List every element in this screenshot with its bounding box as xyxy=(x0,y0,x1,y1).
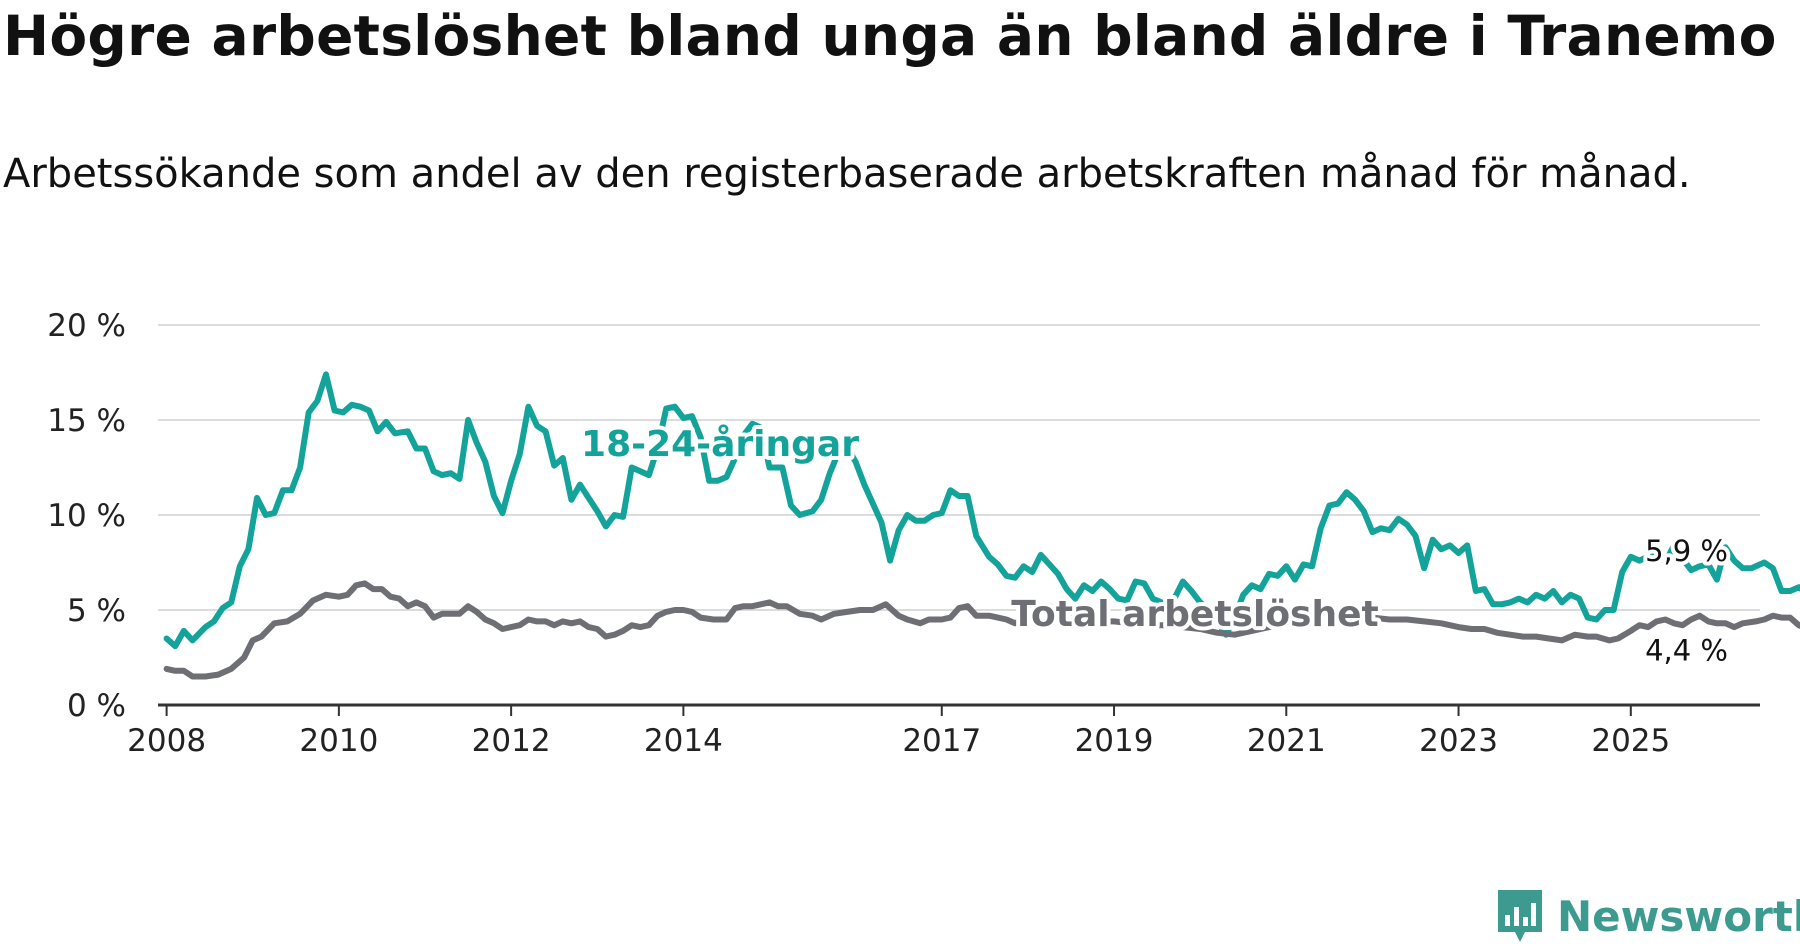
newsworthy-brand[interactable]: Newsworthy xyxy=(1495,886,1800,946)
chart-axes: 0 % 5 % 10 % 15 % 20 % 2008 2010 2012 2014 2017 20… xyxy=(47,308,1760,759)
y-tick-label: 15 % xyxy=(47,403,126,439)
brand-name: Newsworthy xyxy=(1557,891,1800,941)
x-tick-label: 2025 xyxy=(1591,723,1670,759)
grid-lines xyxy=(158,324,1760,611)
chart-series xyxy=(163,371,1800,680)
line-chart: 0 % 5 % 10 % 15 % 20 % 2008 2010 2012 2014 2017 20… xyxy=(47,308,1800,759)
y-tick-label: 5 % xyxy=(67,593,126,629)
chart-subtitle: Arbetssökande som andel av den registerb… xyxy=(3,151,1691,197)
chart-title: Högre arbetslöshet bland unga än bland ä… xyxy=(3,4,1777,68)
x-tick-label: 2014 xyxy=(644,723,723,759)
x-tick-label: 2010 xyxy=(299,723,378,759)
y-tick-label: 20 % xyxy=(47,308,126,344)
x-tick-label: 2012 xyxy=(472,723,551,759)
total-series-line xyxy=(163,580,1800,680)
x-tick-label: 2021 xyxy=(1247,723,1326,759)
total-end-value-label: 4,4 % xyxy=(1645,633,1728,667)
total-series-label: Total arbetslöshet xyxy=(1011,594,1379,635)
x-tick-label: 2008 xyxy=(127,723,206,759)
x-tick-label: 2023 xyxy=(1419,723,1498,759)
y-tick-label: 0 % xyxy=(67,688,126,724)
youth-series-line xyxy=(163,371,1800,650)
y-tick-label: 10 % xyxy=(47,498,126,534)
chart-labels: 18-24-åringar Total arbetslöshet 5,9 % 4,4 … xyxy=(577,420,1732,671)
x-tick-label: 2017 xyxy=(902,723,981,759)
x-tick-label: 2019 xyxy=(1075,723,1154,759)
newsworthy-logo-icon xyxy=(1498,890,1542,942)
youth-end-value-label: 5,9 % xyxy=(1645,534,1728,568)
youth-series-label: 18-24-åringar xyxy=(581,424,859,465)
